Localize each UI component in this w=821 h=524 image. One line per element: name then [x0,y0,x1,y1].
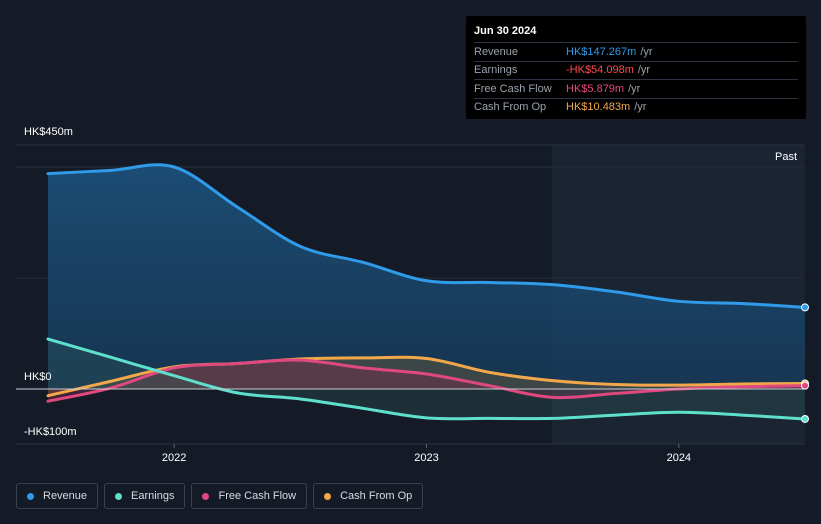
tooltip-value: HK$5.879m [566,82,625,95]
legend-label: Revenue [43,490,88,502]
legend-label: Earnings [131,490,175,502]
tooltip-unit: /yr [640,45,653,58]
tooltip-row-free-cash-flow: Free Cash Flow HK$5.879m /yr [474,79,798,98]
y-tick-top: HK$450m [24,126,73,138]
area-earnings [48,339,805,419]
tooltip-label: Revenue [474,45,519,58]
legend-dot-icon [202,492,210,500]
endpoint-earnings [801,414,809,423]
line-earnings [46,337,807,421]
tooltip-unit: /yr [637,64,651,77]
series-endpoints [801,303,809,423]
tooltip-label: Cash From Op [474,101,547,114]
tooltip: Jun 30 2024 Revenue HK$147.267m /yr Earn… [466,16,806,119]
tooltip-label: Free Cash Flow [474,82,552,95]
past-label: Past [775,151,797,163]
endpoint-revenue [801,303,809,312]
tooltip-row-revenue: Revenue HK$147.267m /yr [474,42,798,61]
tooltip-label: Earnings [474,64,518,77]
legend-dot-icon [27,492,34,500]
y-tick-bottom: -HK$100m [24,426,77,438]
legend-item-cash-from-op[interactable]: Cash From Op [313,483,424,509]
area-free-cash-flow [48,360,805,402]
tooltip-unit: /yr [634,101,647,114]
legend-item-free-cash-flow[interactable]: Free Cash Flow [191,483,308,509]
x-tick-label: 2022 [162,452,186,464]
legend: Revenue Earnings Free Cash Flow Cash Fro… [16,483,424,509]
legend-label: Cash From Op [340,490,413,502]
legend-dot-icon [324,492,332,500]
tooltip-row-cash-from-op: Cash From Op HK$10.483m /yr [474,97,798,117]
tooltip-value: HK$10.483m [566,101,631,114]
legend-dot-icon [115,492,123,500]
tooltip-date: Jun 30 2024 [474,25,537,37]
tooltip-unit: /yr [628,82,641,95]
area-revenue [48,164,805,389]
tooltip-row-earnings: Earnings -HK$54.098m /yr [474,60,798,80]
legend-label: Free Cash Flow [218,490,297,502]
endpoint-free-cash-flow [801,381,809,390]
x-tick-label: 2024 [667,452,691,464]
x-tick-label: 2023 [414,452,438,464]
line-revenue [46,163,807,309]
x-axis-ticks: 2022 2023 2024 [162,444,691,464]
tooltip-value: -HK$54.098m [566,64,634,77]
tooltip-value: HK$147.267m [566,45,637,58]
legend-item-revenue[interactable]: Revenue [16,483,99,509]
legend-item-earnings[interactable]: Earnings [104,483,186,509]
y-tick-zero: HK$0 [24,371,52,383]
